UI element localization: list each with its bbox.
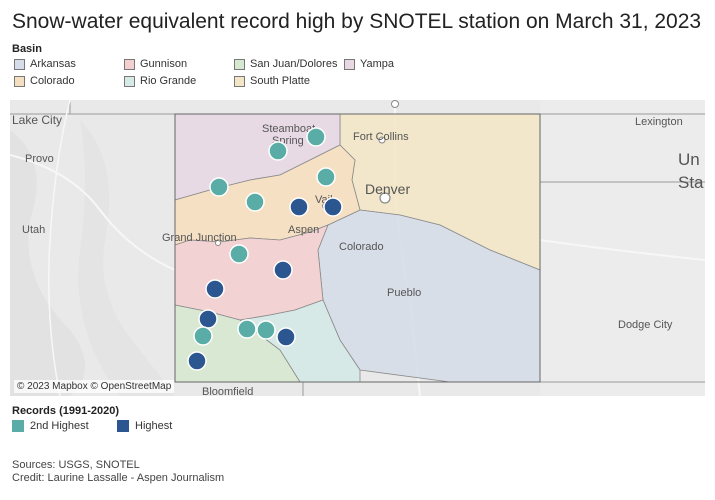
- legend-label: Highest: [135, 420, 173, 432]
- map-svg[interactable]: Lake City Provo Utah Steamboat Spring Fo…: [10, 100, 705, 396]
- highway: [539, 239, 705, 261]
- south-platte-swatch: [234, 75, 245, 87]
- station-marker[interactable]: [323, 197, 343, 217]
- plains-shade: [540, 100, 705, 396]
- station-marker[interactable]: [273, 260, 293, 280]
- legend-label: San Juan/Dolores: [250, 58, 338, 70]
- station-marker[interactable]: [268, 141, 288, 161]
- station-marker[interactable]: [276, 327, 296, 347]
- map-attribution[interactable]: © 2023 Mapbox © OpenStreetMap: [14, 380, 175, 393]
- colorado-border: [174, 113, 541, 383]
- map-label-utah: Utah: [22, 224, 45, 236]
- map-label-fort-collins: Fort Collins: [353, 131, 409, 143]
- basin-legend-heading: Basin: [12, 43, 42, 55]
- legend-label: South Platte: [250, 75, 310, 87]
- chart-title: Snow-water equivalent record high by SNO…: [12, 10, 702, 33]
- station-marker[interactable]: [316, 167, 336, 187]
- legend-item-south-platte[interactable]: South Platte: [234, 75, 310, 87]
- legend-label: 2nd Highest: [30, 420, 89, 432]
- map-label-colorado: Colorado: [339, 241, 384, 253]
- legend-label: Yampa: [360, 58, 395, 70]
- station-marker[interactable]: [245, 192, 265, 212]
- legend-item-colorado[interactable]: Colorado: [14, 75, 75, 87]
- legend-item-arkansas[interactable]: Arkansas: [14, 58, 76, 70]
- map-label-un: Un: [678, 150, 700, 169]
- station-marker[interactable]: [209, 177, 229, 197]
- gunnison-swatch: [124, 58, 135, 70]
- station-marker[interactable]: [229, 244, 249, 264]
- legend-item-yampa[interactable]: Yampa: [344, 58, 394, 70]
- legend-item-highest[interactable]: Highest: [117, 420, 172, 432]
- map[interactable]: Lake City Provo Utah Steamboat Spring Fo…: [10, 100, 705, 396]
- terrain-shade: [78, 120, 175, 396]
- highway: [10, 154, 176, 271]
- map-label-provo: Provo: [25, 153, 54, 165]
- legend-item-2nd-highest[interactable]: 2nd Highest: [12, 420, 89, 432]
- station-marker[interactable]: [193, 326, 213, 346]
- map-label-dodge-city: Dodge City: [618, 319, 673, 331]
- legend-item-san-juan-dolores[interactable]: San Juan/Dolores: [234, 58, 337, 70]
- legend-label: Colorado: [30, 75, 75, 87]
- map-label-grand-junction: Grand Junction: [162, 232, 237, 244]
- map-label-steamboat: Steamboat: [262, 123, 315, 135]
- legend-item-rio-grande[interactable]: Rio Grande: [124, 75, 196, 87]
- yampa-swatch: [344, 58, 355, 70]
- san-juan-dolores-swatch: [234, 58, 245, 70]
- highest-swatch: [117, 420, 129, 432]
- station-marker[interactable]: [187, 351, 207, 371]
- map-label-pueblo: Pueblo: [387, 287, 421, 299]
- map-label-aspen: Aspen: [288, 224, 319, 236]
- highway: [48, 100, 71, 396]
- map-label-bloomfield: Bloomfield: [202, 386, 253, 396]
- city-marker: [391, 100, 399, 108]
- city-marker: [378, 136, 386, 144]
- credit-text: Credit: Laurine Lassalle - Aspen Journal…: [12, 472, 225, 484]
- map-label-lake-city: Lake City: [12, 113, 62, 127]
- colorado-swatch: [14, 75, 25, 87]
- station-marker[interactable]: [256, 320, 276, 340]
- terrain-shade: [10, 130, 85, 396]
- 2nd-highest-swatch: [12, 420, 24, 432]
- station-marker[interactable]: [289, 197, 309, 217]
- station-marker[interactable]: [205, 279, 225, 299]
- records-legend-heading: Records (1991-2020): [12, 405, 120, 417]
- map-label-lexington: Lexington: [635, 116, 683, 128]
- legend-label: Gunnison: [140, 58, 188, 70]
- legend-item-gunnison[interactable]: Gunnison: [124, 58, 187, 70]
- station-markers: [187, 127, 343, 371]
- map-label-denver: Denver: [365, 181, 410, 197]
- sources-text: Sources: USGS, SNOTEL: [12, 459, 140, 471]
- arkansas-swatch: [14, 58, 25, 70]
- station-marker[interactable]: [237, 319, 257, 339]
- legend-label: Arkansas: [30, 58, 76, 70]
- rio-grande-swatch: [124, 75, 135, 87]
- map-label-sta: Sta: [678, 173, 704, 192]
- city-marker: [379, 192, 391, 204]
- city-marker: [215, 240, 221, 246]
- station-marker[interactable]: [306, 127, 326, 147]
- station-marker[interactable]: [198, 309, 218, 329]
- legend-label: Rio Grande: [140, 75, 197, 87]
